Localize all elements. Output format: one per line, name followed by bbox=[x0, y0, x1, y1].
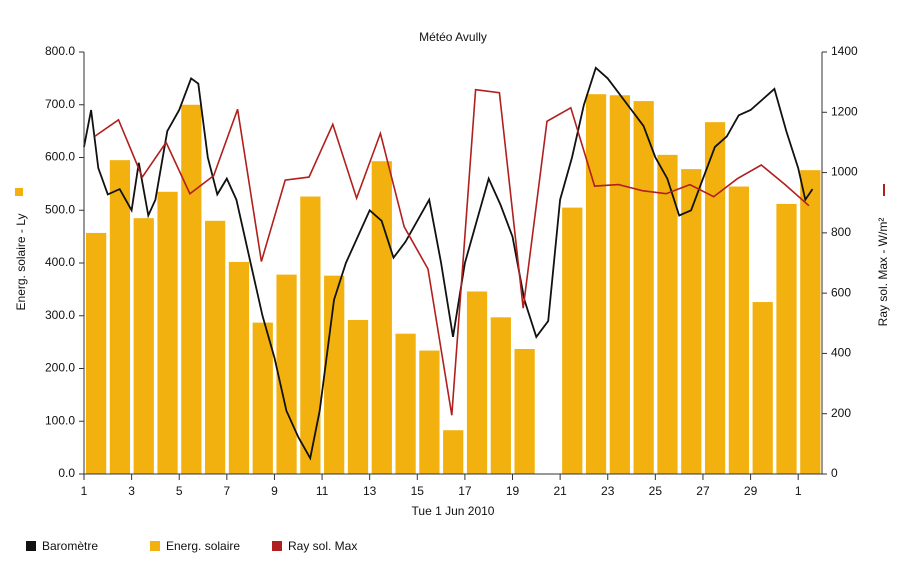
bar bbox=[276, 274, 297, 474]
x-tick-label: 9 bbox=[271, 484, 278, 498]
line bbox=[94, 88, 810, 416]
x-tick-label: 3 bbox=[128, 484, 135, 498]
y-tick-label: 700.0 bbox=[45, 97, 75, 111]
y2-tick-label: 600 bbox=[831, 285, 851, 299]
legend-label: Baromètre bbox=[42, 539, 98, 553]
bar bbox=[466, 291, 488, 474]
bar bbox=[181, 104, 202, 474]
y-axis-key bbox=[15, 188, 23, 196]
y-tick-label: 600.0 bbox=[45, 150, 75, 164]
y-tick-label: 200.0 bbox=[45, 361, 75, 375]
x-tick-label: 7 bbox=[223, 484, 230, 498]
y-axis-label: Energ. solaire - Ly bbox=[14, 214, 28, 311]
x-tick-label: 25 bbox=[649, 484, 663, 498]
bar bbox=[490, 317, 511, 474]
bar bbox=[395, 333, 416, 474]
bar bbox=[657, 154, 678, 475]
x-tick-label: 13 bbox=[363, 484, 377, 498]
bar bbox=[562, 207, 583, 475]
x-tick-label: 15 bbox=[411, 484, 425, 498]
bar bbox=[109, 160, 131, 474]
bar bbox=[86, 232, 107, 474]
legend-label: Energ. solaire bbox=[166, 539, 240, 553]
bar bbox=[728, 186, 750, 474]
x-tick-label: 1 bbox=[81, 484, 88, 498]
y2-tick-label: 0 bbox=[831, 466, 838, 480]
legend-swatch bbox=[272, 541, 282, 551]
bar bbox=[800, 170, 821, 474]
bar bbox=[776, 203, 797, 475]
y-tick-label: 0.0 bbox=[58, 466, 75, 480]
y2-tick-label: 1000 bbox=[831, 165, 858, 179]
x-tick-label: 29 bbox=[744, 484, 758, 498]
x-tick-label: 5 bbox=[176, 484, 183, 498]
bar bbox=[681, 169, 702, 475]
bar bbox=[704, 122, 726, 474]
y2-tick-label: 200 bbox=[831, 406, 851, 420]
x-tick-label: 21 bbox=[553, 484, 567, 498]
x-tick-label: 11 bbox=[316, 484, 329, 498]
bar bbox=[347, 319, 369, 474]
line bbox=[83, 66, 814, 461]
legend-label: Ray sol. Max bbox=[288, 539, 357, 553]
y2-tick-label: 1400 bbox=[831, 44, 858, 58]
x-tick-label: 19 bbox=[506, 484, 520, 498]
chart-title: Météo Avully bbox=[419, 30, 487, 44]
x-tick-label: 23 bbox=[601, 484, 615, 498]
bar bbox=[633, 101, 654, 475]
bar bbox=[133, 218, 154, 474]
bar bbox=[205, 220, 226, 474]
y2-tick-label: 400 bbox=[831, 346, 851, 360]
y2-tick-label: 800 bbox=[831, 225, 851, 239]
y-tick-label: 500.0 bbox=[45, 202, 75, 216]
bar bbox=[324, 275, 345, 474]
legend-swatch bbox=[150, 541, 160, 551]
bar bbox=[443, 430, 464, 474]
y2-axis-label: Ray sol. Max - W/m² bbox=[876, 218, 890, 327]
legend-swatch bbox=[26, 541, 36, 551]
x-tick-label: 1 bbox=[795, 484, 802, 498]
bar bbox=[228, 261, 250, 474]
bar bbox=[752, 302, 773, 474]
y2-tick-label: 1200 bbox=[831, 104, 858, 118]
x-tick-label: 27 bbox=[696, 484, 710, 498]
bar bbox=[585, 94, 607, 474]
bar bbox=[419, 350, 440, 474]
x-axis-label: Tue 1 Jun 2010 bbox=[412, 504, 495, 518]
bar bbox=[371, 161, 392, 474]
y-tick-label: 800.0 bbox=[45, 44, 75, 58]
bar bbox=[514, 348, 535, 474]
bar bbox=[157, 191, 178, 474]
y-tick-label: 400.0 bbox=[45, 255, 75, 269]
y-tick-label: 300.0 bbox=[45, 308, 75, 322]
y-tick-label: 100.0 bbox=[45, 413, 75, 427]
bar bbox=[252, 322, 273, 474]
bar bbox=[609, 95, 630, 474]
x-tick-label: 17 bbox=[458, 484, 472, 498]
bar bbox=[300, 196, 321, 474]
